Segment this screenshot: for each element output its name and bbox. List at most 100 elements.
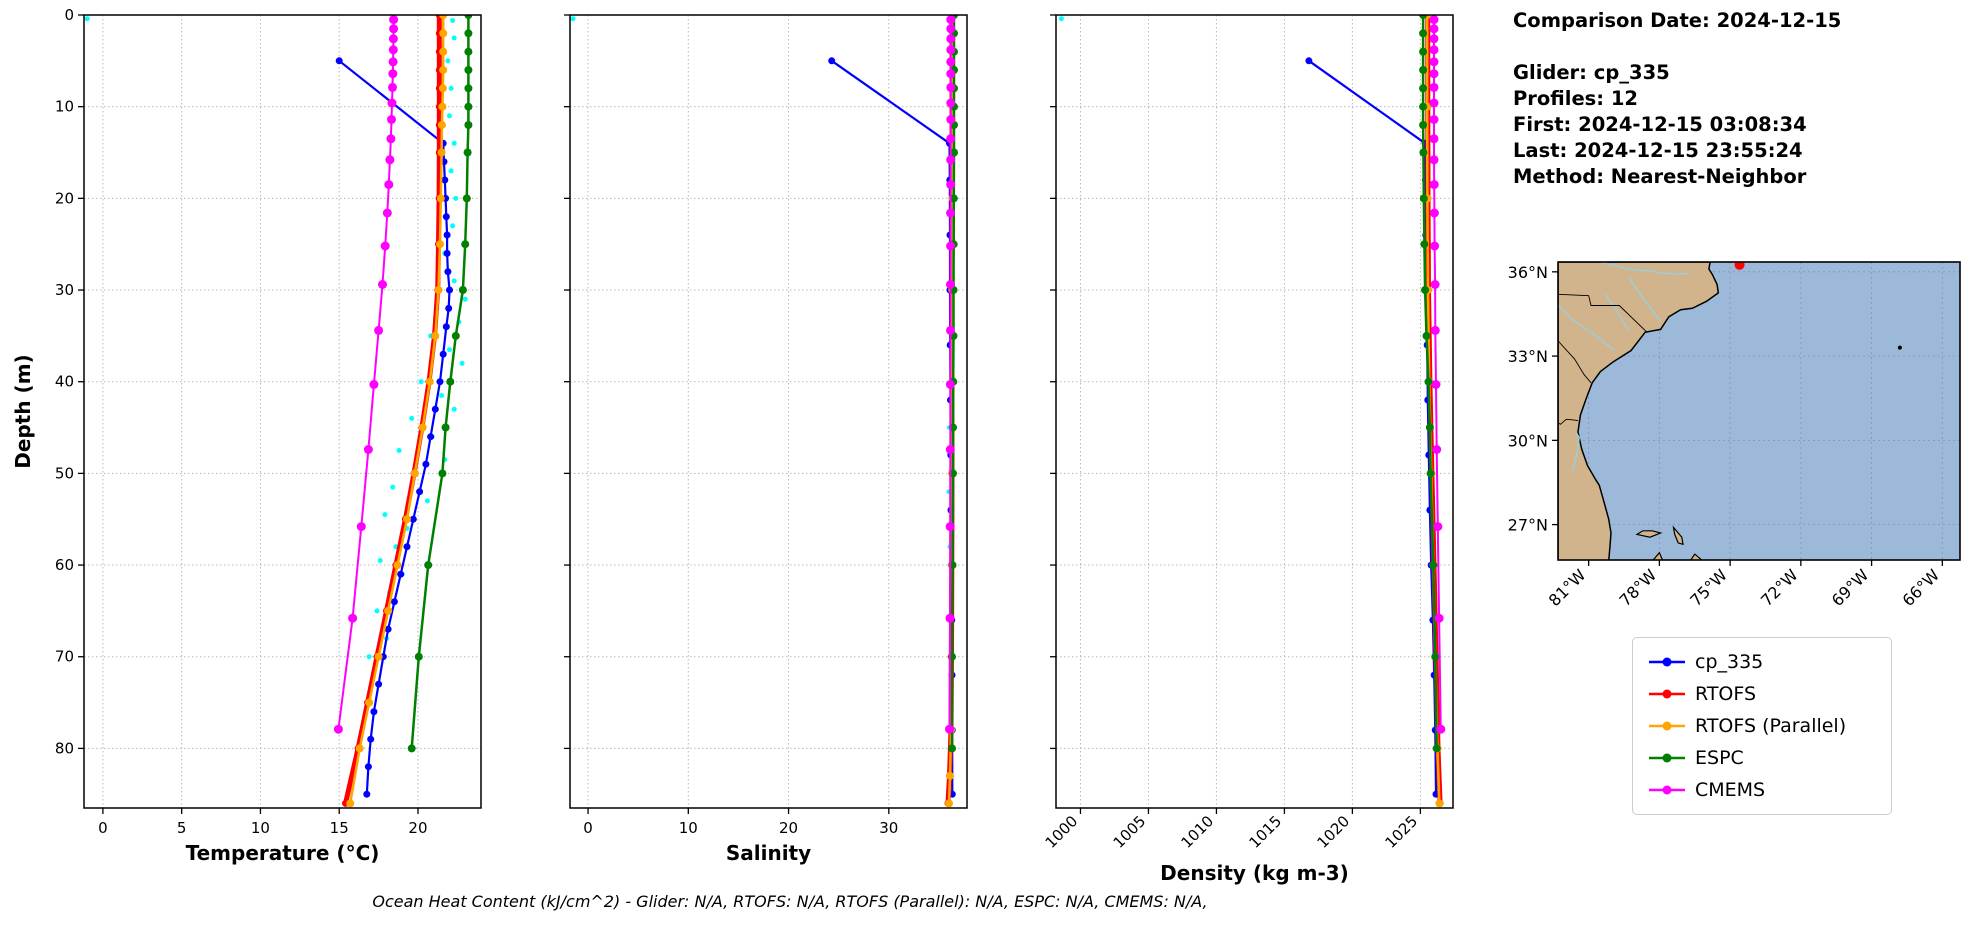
svg-text:1005: 1005 <box>1110 812 1150 852</box>
first-profile-time: First: 2024-12-15 03:08:34 <box>1513 113 1807 136</box>
last-profile-time: Last: 2024-12-15 23:55:24 <box>1513 139 1803 162</box>
state-borders <box>1558 293 1647 425</box>
svg-text:1015: 1015 <box>1246 812 1286 852</box>
svg-text:10: 10 <box>251 819 270 837</box>
x-axis-ticks: 0 5 10 15 20 <box>98 808 428 837</box>
series-glider-raw <box>84 16 468 660</box>
grid-lines <box>1056 14 1453 808</box>
legend-item-cp-335: cp_335 <box>1649 651 1875 673</box>
comparison-info-block: Comparison Date: 2024-12-15 Glider: cp_3… <box>1513 8 1841 190</box>
info-spacer <box>1513 34 1841 60</box>
grid-lines <box>84 14 481 808</box>
legend-label: RTOFS <box>1695 683 1757 705</box>
y-axis-ticks <box>564 14 570 750</box>
svg-text:20: 20 <box>55 189 74 207</box>
salinity-profile-plot: 0 10 20 30 Salinity <box>564 14 968 865</box>
svg-text:5: 5 <box>177 819 187 837</box>
plot-frame <box>569 14 968 809</box>
y-axis-ticks <box>1050 14 1056 750</box>
x-axis-label: Salinity <box>726 841 811 865</box>
legend-label: ESPC <box>1695 747 1744 769</box>
small-island <box>1897 345 1902 350</box>
legend-label: cp_335 <box>1695 651 1764 673</box>
glider-name: Glider: cp_335 <box>1513 61 1670 84</box>
plot-frame <box>1055 14 1454 809</box>
bahamas-islands <box>1635 525 1703 560</box>
svg-text:0: 0 <box>64 6 74 24</box>
x-axis-ticks: 0 10 20 30 <box>583 808 898 837</box>
method: Method: Nearest-Neighbor <box>1513 165 1807 188</box>
svg-text:15: 15 <box>330 819 349 837</box>
y-axis-ticks: 0 10 20 30 40 50 60 70 80 <box>55 6 84 757</box>
series-CMEMS <box>333 15 399 734</box>
svg-text:20: 20 <box>408 819 427 837</box>
svg-text:72°W: 72°W <box>1757 565 1802 610</box>
series-ESPC <box>1419 15 1441 753</box>
svg-text:30: 30 <box>879 819 898 837</box>
svg-text:1010: 1010 <box>1178 812 1218 852</box>
legend-label: CMEMS <box>1695 779 1766 801</box>
svg-text:1000: 1000 <box>1042 812 1082 852</box>
ocean-heat-content-caption: Ocean Heat Content (kJ/cm^2) - Glider: N… <box>372 892 1208 911</box>
map-lat-ticks: 36°N 33°N 30°N 27°N <box>1508 263 1558 535</box>
svg-text:30°N: 30°N <box>1508 431 1548 450</box>
svg-text:30: 30 <box>55 281 74 299</box>
legend-line-marker-icon <box>1649 785 1685 795</box>
svg-text:27°N: 27°N <box>1508 516 1548 535</box>
x-axis-ticks: 1000 1005 1010 1015 1020 1025 <box>1042 808 1421 852</box>
svg-text:20: 20 <box>779 819 798 837</box>
svg-text:75°W: 75°W <box>1686 565 1731 610</box>
legend-item-cmems: CMEMS <box>1649 779 1875 801</box>
svg-text:1025: 1025 <box>1381 812 1421 852</box>
svg-text:78°W: 78°W <box>1616 565 1661 610</box>
legend-item-espc: ESPC <box>1649 747 1875 769</box>
svg-text:66°W: 66°W <box>1898 565 1943 610</box>
density-profile-plot: 1000 1005 1010 1015 1020 1025 Density (kg m-3) <box>1042 14 1454 885</box>
series-CMEMS <box>1429 15 1446 734</box>
legend-line-marker-icon <box>1649 721 1685 731</box>
legend-item-rtofs: RTOFS <box>1649 683 1875 705</box>
series-layer <box>570 15 958 808</box>
comparison-date: Comparison Date: 2024-12-15 <box>1513 9 1842 32</box>
location-map: 81°W 78°W 75°W 72°W 69°W 66°W 36°N 33°N 30°N 27°N <box>1508 261 1961 610</box>
svg-text:0: 0 <box>583 819 593 837</box>
svg-text:69°W: 69°W <box>1828 565 1873 610</box>
svg-text:70: 70 <box>55 648 74 666</box>
legend-line-marker-icon <box>1649 657 1685 667</box>
legend: cp_335 RTOFS RTOFS (Parallel) ESPC CMEMS <box>1632 637 1892 815</box>
legend-label: RTOFS (Parallel) <box>1695 715 1847 737</box>
svg-text:81°W: 81°W <box>1545 565 1590 610</box>
legend-item-rtofs-parallel-: RTOFS (Parallel) <box>1649 715 1875 737</box>
temperature-profile-plot: 0 5 10 15 20 0 10 20 30 40 50 60 70 80 Temperature (°C… <box>11 6 482 865</box>
legend-line-marker-icon <box>1649 753 1685 763</box>
map-lon-ticks: 81°W 78°W 75°W 72°W 69°W 66°W <box>1545 560 1943 610</box>
series-ESPC <box>407 15 473 753</box>
grid-lines <box>570 14 967 808</box>
svg-text:10: 10 <box>679 819 698 837</box>
svg-text:33°N: 33°N <box>1508 347 1548 366</box>
series-layer <box>84 15 473 808</box>
svg-text:0: 0 <box>98 819 108 837</box>
plot-frame <box>83 14 482 809</box>
x-axis-label: Density (kg m-3) <box>1160 861 1349 885</box>
svg-text:80: 80 <box>55 739 74 757</box>
glider-location-marker <box>1734 262 1745 270</box>
legend-line-marker-icon <box>1649 689 1685 699</box>
rivers <box>1558 262 1688 472</box>
svg-text:36°N: 36°N <box>1508 263 1548 282</box>
profiles-count: Profiles: 12 <box>1513 87 1638 110</box>
series-glider-raw <box>1058 16 1064 22</box>
svg-text:60: 60 <box>55 556 74 574</box>
svg-text:40: 40 <box>55 373 74 391</box>
svg-text:10: 10 <box>55 98 74 116</box>
series-RTOFS-Parallel <box>346 15 448 808</box>
x-axis-label: Temperature (°C) <box>186 841 380 865</box>
svg-text:50: 50 <box>55 464 74 482</box>
series-layer <box>1058 15 1446 808</box>
series-CMEMS <box>945 15 956 734</box>
map-frame <box>1557 261 1961 561</box>
y-axis-label: Depth (m) <box>11 354 35 468</box>
svg-text:1020: 1020 <box>1313 812 1353 852</box>
